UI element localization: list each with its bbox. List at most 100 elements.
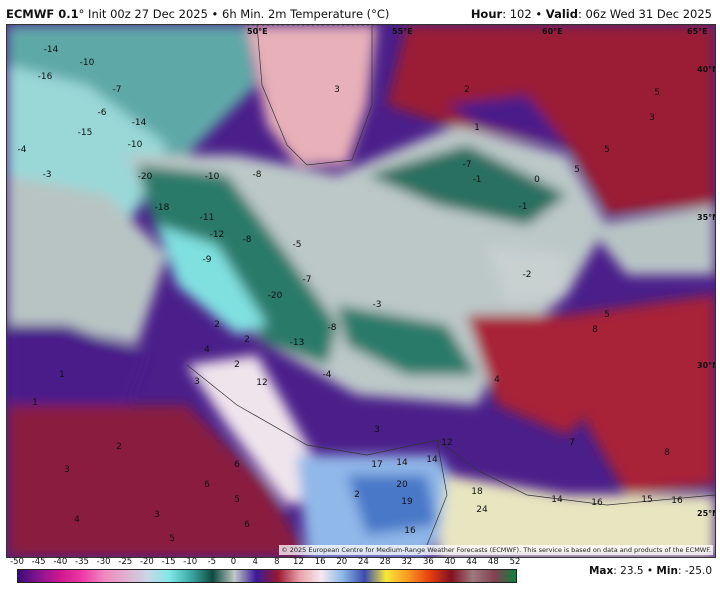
valid-value: : 06z Wed 31 Dec 2025	[577, 7, 712, 21]
sep: •	[531, 7, 546, 21]
temperature-value: 4	[74, 515, 80, 525]
colorbar-tick: -15	[161, 557, 176, 567]
colorbar-tick: 48	[487, 557, 499, 567]
colorbar-tick: -45	[31, 557, 46, 567]
max-value: : 23.5	[613, 565, 644, 577]
colorbar-tick: 40	[444, 557, 456, 567]
hour-label: Hour	[470, 7, 503, 21]
temperature-value: 5	[574, 165, 580, 175]
colorbar-tick: 8	[274, 557, 280, 567]
temperature-value: 8	[664, 448, 670, 458]
credit-text: © 2025 European Centre for Medium-Range …	[279, 545, 713, 555]
temperature-value: -10	[127, 140, 143, 150]
temperature-value: 2	[244, 335, 250, 345]
temperature-value: 6	[234, 460, 240, 470]
temperature-value: 3	[194, 377, 200, 387]
temperature-value: -5	[292, 240, 302, 250]
max-min: Max: 23.5 • Min: -25.0	[589, 565, 712, 577]
graticule-label: 25°N	[697, 509, 715, 518]
colorbar-tick: 44	[466, 557, 478, 567]
temperature-value: -20	[137, 172, 153, 182]
temperature-value: -1	[472, 175, 482, 185]
temperature-value: 7	[569, 438, 575, 448]
colorbar-tick: -20	[139, 557, 154, 567]
model-name: ECMWF 0.1	[6, 7, 79, 21]
temperature-value: 8	[592, 325, 598, 335]
temperature-value: -8	[242, 235, 252, 245]
temperature-value: -20	[267, 291, 283, 301]
temperature-value: 6	[204, 480, 210, 490]
temperature-value: -7	[302, 275, 312, 285]
temperature-map[interactable]: 50°E55°E60°E65°E40°N35°N30°N25°N-14-16-1…	[6, 24, 716, 558]
temperature-value: 17	[371, 460, 383, 470]
temperature-value: 5	[654, 88, 660, 98]
temperature-value: 5	[604, 145, 610, 155]
temperature-value: 1	[474, 123, 480, 133]
valid-time: Hour: 102 • Valid: 06z Wed 31 Dec 2025	[471, 7, 712, 21]
colorbar-tick: 16	[314, 557, 326, 567]
temperature-value: -14	[43, 45, 59, 55]
colorbar	[17, 569, 517, 583]
temperature-value: 3	[154, 510, 160, 520]
min-value: : -25.0	[677, 565, 712, 577]
temperature-value: 2	[354, 490, 360, 500]
temperature-value: 12	[441, 438, 453, 448]
map-fill	[7, 25, 715, 557]
colorbar-tick: -10	[183, 557, 198, 567]
graticule-label: 65°E	[687, 27, 708, 36]
temperature-value: -4	[322, 370, 332, 380]
hour-value: : 102	[502, 7, 532, 21]
temperature-value: 19	[401, 497, 413, 507]
temperature-value: 2	[214, 320, 220, 330]
max-label: Max	[588, 565, 614, 577]
graticule-label: 40°N	[697, 65, 715, 74]
colorbar-tick: 12	[293, 557, 304, 567]
colorbar-tick: 36	[422, 557, 434, 567]
colorbar-tick: 28	[379, 557, 391, 567]
colorbar-tick: 24	[358, 557, 369, 567]
temperature-value: 16	[671, 496, 683, 506]
temperature-value: -13	[289, 338, 305, 348]
temperature-value: 14	[551, 495, 563, 505]
colorbar-tick: -5	[207, 557, 217, 567]
colorbar-tick: -50	[10, 557, 24, 567]
temperature-value: -18	[154, 203, 170, 213]
temperature-value: -4	[17, 145, 27, 155]
colorbar-tick: -30	[96, 557, 111, 567]
temperature-value: -9	[202, 255, 212, 265]
temperature-value: -3	[42, 170, 52, 180]
temperature-value: 6	[244, 520, 250, 530]
temperature-value: 5	[604, 310, 610, 320]
temperature-value: 5	[169, 534, 175, 544]
temperature-value: 15	[641, 495, 653, 505]
temperature-value: 16	[591, 498, 603, 508]
temperature-value: 12	[256, 378, 268, 388]
colorbar-tick: -25	[118, 557, 133, 567]
temperature-value: -16	[37, 72, 53, 82]
temperature-value: 16	[404, 526, 416, 536]
colorbar-tick: -40	[53, 557, 68, 567]
colorbar-tick: 0	[230, 557, 237, 567]
temperature-value: 0	[534, 175, 540, 185]
temperature-value: -15	[77, 128, 93, 138]
init-time: ° Init 00z 27 Dec 2025	[78, 7, 208, 21]
temperature-value: 3	[334, 85, 340, 95]
temperature-value: 14	[396, 458, 408, 468]
sep: •	[207, 7, 223, 21]
colorbar-tick: 52	[509, 557, 521, 567]
temperature-value: 3	[649, 113, 655, 123]
graticule-label: 30°N	[697, 361, 715, 370]
sep: •	[643, 565, 657, 577]
temperature-value: -6	[97, 108, 107, 118]
field-name: 6h Min. 2m Temperature (°C)	[222, 7, 390, 21]
colorbar-tick: -35	[75, 557, 89, 567]
temperature-value: 4	[494, 375, 500, 385]
graticule-label: 60°E	[542, 27, 563, 36]
map-title: ECMWF 0.1° Init 00z 27 Dec 2025 • 6h Min…	[6, 7, 389, 21]
temperature-value: -2	[522, 270, 532, 280]
temperature-value: -12	[209, 230, 225, 240]
temperature-value: 3	[374, 425, 380, 435]
temperature-value: -14	[131, 118, 147, 128]
graticule-label: 55°E	[392, 27, 413, 36]
colorbar-tick: 4	[252, 557, 258, 567]
